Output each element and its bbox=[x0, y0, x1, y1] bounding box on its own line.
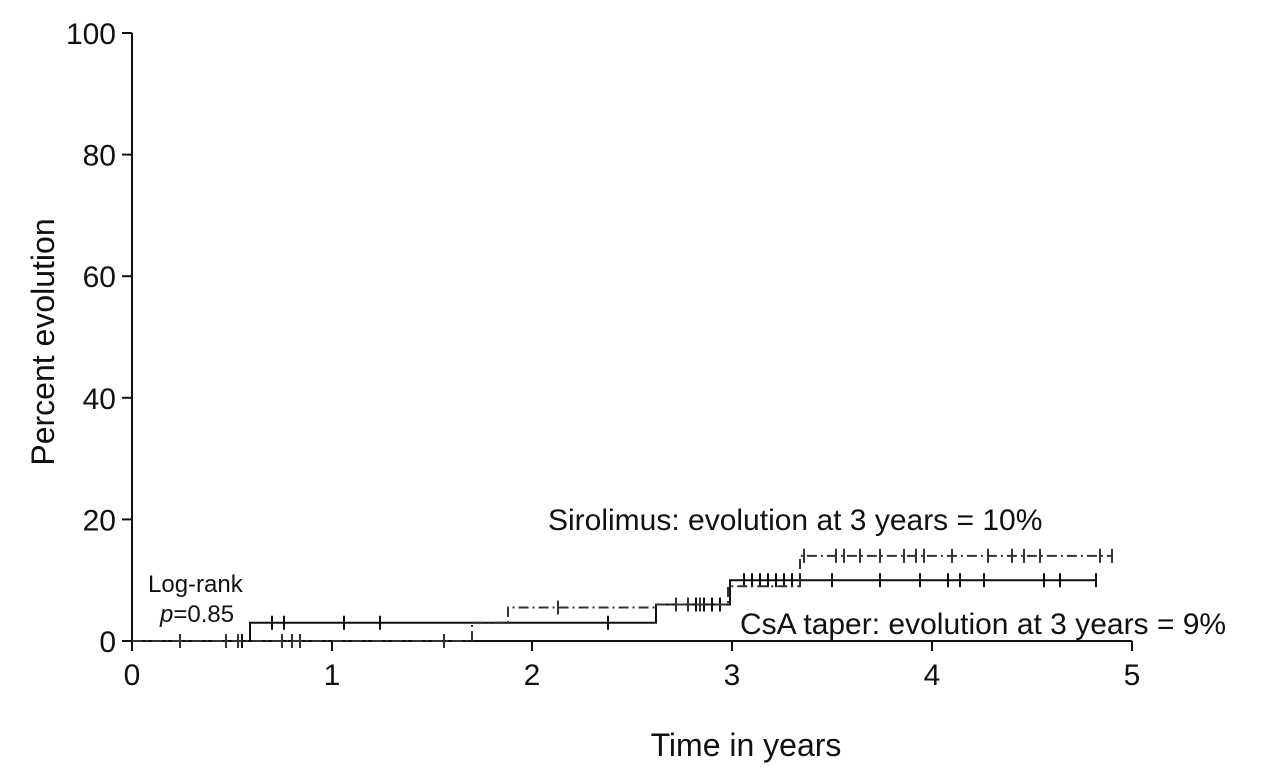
series-line-sirolimus bbox=[132, 554, 1112, 642]
logrank-p-number: =0.85 bbox=[173, 601, 234, 628]
x-axis-title: Time in years bbox=[651, 727, 842, 763]
x-axis: 0 1 2 3 4 5 bbox=[124, 640, 1141, 692]
y-tick-label: 40 bbox=[83, 383, 116, 416]
x-tick-label: 1 bbox=[324, 659, 341, 692]
y-tick-label: 60 bbox=[83, 261, 116, 294]
x-tick-label: 3 bbox=[724, 659, 741, 692]
y-tick-label: 0 bbox=[99, 626, 116, 659]
series-line-csa bbox=[132, 579, 1096, 642]
y-tick-label: 80 bbox=[83, 140, 116, 173]
y-tick-label: 100 bbox=[66, 18, 116, 51]
logrank-p-value: p=0.85 bbox=[159, 601, 234, 628]
csa-annotation: CsA taper: evolution at 3 years = 9% bbox=[740, 608, 1226, 641]
logrank-label: Log-rank bbox=[148, 571, 244, 598]
y-tick-label: 20 bbox=[83, 504, 116, 537]
y-axis-title: Percent evolution bbox=[25, 218, 61, 465]
x-tick-label: 2 bbox=[524, 659, 541, 692]
series-sirolimus bbox=[132, 548, 1113, 648]
series-csa bbox=[132, 573, 1097, 648]
x-tick-label: 4 bbox=[924, 659, 941, 692]
x-tick-label: 0 bbox=[124, 659, 141, 692]
series-layer bbox=[132, 548, 1113, 648]
logrank-p-symbol: p bbox=[159, 601, 173, 628]
x-tick-label: 5 bbox=[1124, 659, 1141, 692]
sirolimus-annotation: Sirolimus: evolution at 3 years = 10% bbox=[548, 504, 1042, 537]
y-axis: 0 20 40 60 80 100 bbox=[66, 18, 133, 659]
